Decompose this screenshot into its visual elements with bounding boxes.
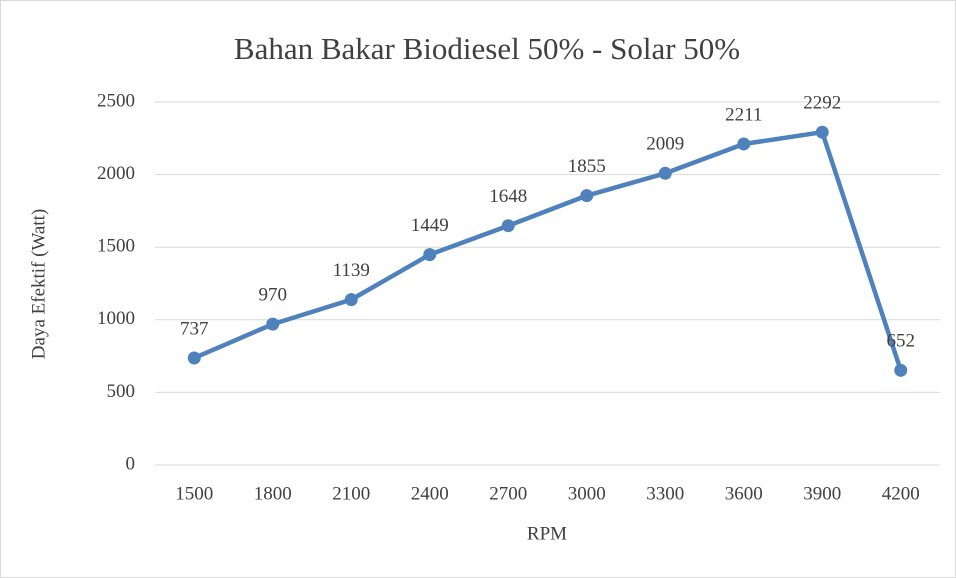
marker <box>344 293 358 307</box>
line <box>193 129 903 372</box>
y-tick-label: 1000 <box>97 308 135 329</box>
y-axis-label: Daya Efektif (Watt) <box>28 209 49 359</box>
marker <box>187 351 201 365</box>
x-tick-label: 2700 <box>489 483 527 504</box>
x-tick-label: 4200 <box>882 483 920 504</box>
data-label: 970 <box>259 285 288 306</box>
marker <box>423 248 437 262</box>
marker <box>580 189 594 203</box>
x-tick-label: 3900 <box>803 483 841 504</box>
data-label: 1855 <box>568 156 606 177</box>
marker <box>266 317 280 331</box>
x-tick-label: 3600 <box>725 483 763 504</box>
x-tick-label: 1800 <box>254 483 292 504</box>
data-label: 2211 <box>725 104 762 125</box>
x-tick-label: 3300 <box>646 483 684 504</box>
data-label: 1139 <box>333 260 370 281</box>
y-tick-label: 2000 <box>97 163 135 184</box>
data-label: 737 <box>180 318 209 339</box>
x-tick-label: 1500 <box>175 483 213 504</box>
marker <box>658 166 672 180</box>
marker <box>737 137 751 151</box>
x-axis-label: RPM <box>527 523 567 544</box>
marker <box>815 125 829 139</box>
data-label: 652 <box>887 331 916 352</box>
y-tick-label: 500 <box>107 381 136 402</box>
y-tick-label: 2500 <box>97 90 135 111</box>
data-label: 1449 <box>411 215 449 236</box>
y-tick-label: 1500 <box>97 236 135 257</box>
x-tick-label: 3000 <box>568 483 606 504</box>
marker <box>501 219 515 233</box>
y-tick-label: 0 <box>126 453 136 474</box>
chart-title: Bahan Bakar Biodiesel 50% - Solar 50% <box>234 31 740 66</box>
marker <box>894 363 908 377</box>
x-tick-label: 2400 <box>411 483 449 504</box>
data-label: 1648 <box>489 186 527 207</box>
data-label: 2009 <box>646 134 684 155</box>
data-label: 2292 <box>803 93 841 114</box>
x-tick-label: 2100 <box>332 483 370 504</box>
